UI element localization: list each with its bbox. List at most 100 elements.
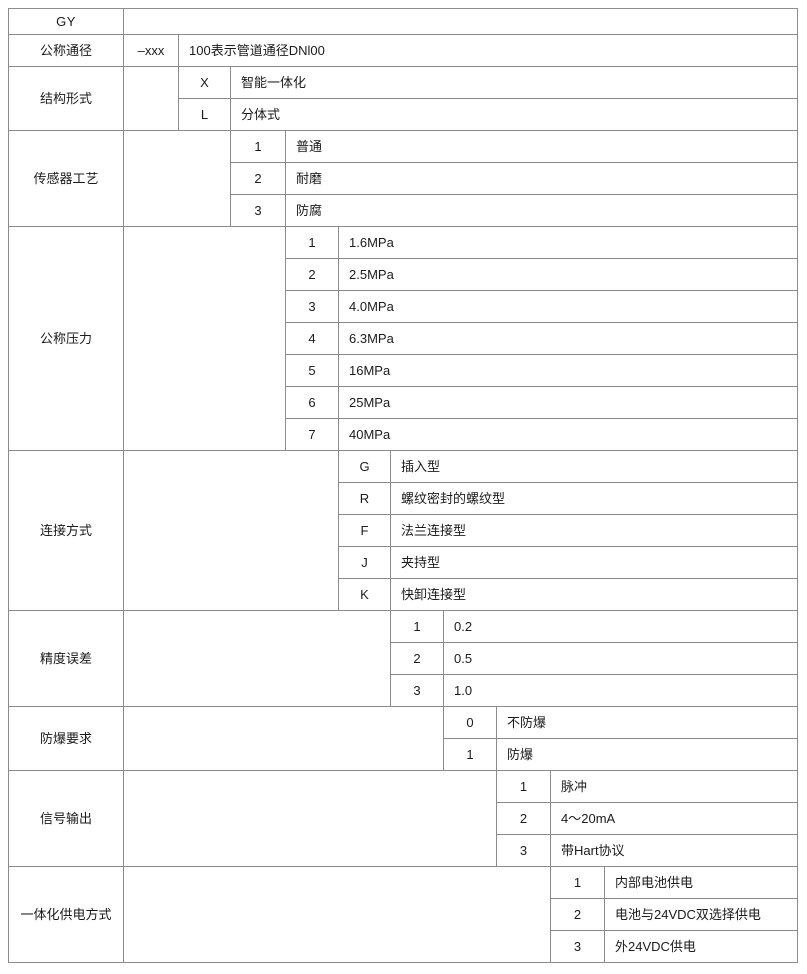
option-description: 外24VDC供电 [604, 930, 798, 963]
table-row: F 法兰连接型 [9, 514, 798, 547]
option-code: 3 [550, 930, 605, 963]
option-code: 6 [285, 386, 339, 419]
option-description: 不防爆 [496, 706, 798, 739]
option-code: 2 [285, 258, 339, 291]
option-description: 6.3MPa [338, 322, 798, 355]
option-description: 螺纹密封的螺纹型 [390, 482, 798, 515]
option-description: 16MPa [338, 354, 798, 387]
table-row: 2 2.5MPa [9, 258, 798, 291]
option-code: G [338, 450, 391, 483]
spacer-cell [123, 610, 391, 707]
option-description: 夹持型 [390, 546, 798, 579]
option-description: 智能一体化 [230, 66, 798, 99]
table-row: 3 带Hart协议 [9, 834, 798, 867]
table-row: 防爆要求 0 不防爆 [8, 706, 798, 771]
option-code: 1 [390, 610, 444, 643]
option-description: 插入型 [390, 450, 798, 483]
option-description: 防爆 [496, 738, 798, 771]
option-description: 法兰连接型 [390, 514, 798, 547]
option-code: 3 [230, 194, 286, 227]
option-code: 7 [285, 418, 339, 451]
table-row: 结构形式 X 智能一体化 [8, 66, 798, 131]
table-row: 信号输出 1 脉冲 [8, 770, 798, 867]
option-code: K [338, 578, 391, 611]
table-row: 精度误差 1 0.2 [8, 610, 798, 707]
category-label-explosion-proof: 防爆要求 [8, 706, 124, 771]
option-description: 0.2 [443, 610, 798, 643]
table-row: 传感器工艺 1 普通 [8, 130, 798, 227]
option-code: 0 [443, 706, 497, 739]
category-label-nominal-diameter: 公称通径 [8, 34, 124, 67]
option-code: 2 [390, 642, 444, 675]
option-description: 脉冲 [550, 770, 798, 803]
table-row: 6 25MPa [9, 386, 798, 419]
option-code: F [338, 514, 391, 547]
spacer-cell [123, 66, 179, 131]
option-code: 4 [285, 322, 339, 355]
spacer-cell [123, 130, 231, 227]
option-description: 分体式 [230, 98, 798, 131]
table-row: 3 1.0 [9, 674, 798, 707]
option-description: 25MPa [338, 386, 798, 419]
option-description: 1.6MPa [338, 226, 798, 259]
table-row: K 快卸连接型 [9, 578, 798, 611]
option-description: 1.0 [443, 674, 798, 707]
option-code: 1 [230, 130, 286, 163]
table-row: 3 4.0MPa [9, 290, 798, 323]
option-code: 3 [390, 674, 444, 707]
option-description: 电池与24VDC双选择供电 [604, 898, 798, 931]
option-description: 4～20mA [550, 802, 798, 835]
option-description: 2.5MPa [338, 258, 798, 291]
option-code: 2 [230, 162, 286, 195]
category-label-sensor-process: 传感器工艺 [8, 130, 124, 227]
category-label-signal-output: 信号输出 [8, 770, 124, 867]
model-code-specification-table: GY 公称通径 –xxx 100表示管道通径DNl00 结构形式 X 智能一体化 L 分体式 传感… [8, 8, 798, 963]
table-row: 连接方式 G 插入型 [8, 450, 798, 611]
option-code: 1 [285, 226, 339, 259]
spacer-cell [123, 770, 497, 867]
option-description: 防腐 [285, 194, 798, 227]
table-row: 1 防爆 [9, 738, 798, 771]
table-row: 2 4～20mA [9, 802, 798, 835]
option-description: 快卸连接型 [390, 578, 798, 611]
option-code: 1 [443, 738, 497, 771]
table-row: 7 40MPa [9, 418, 798, 451]
option-code: 1 [496, 770, 551, 803]
header-model-code: GY [8, 8, 124, 35]
option-code: 1 [550, 866, 605, 899]
category-label-structure-form: 结构形式 [8, 66, 124, 131]
table-body: GY 公称通径 –xxx 100表示管道通径DNl00 结构形式 X 智能一体化 L 分体式 传感… [8, 8, 798, 963]
category-label-nominal-pressure: 公称压力 [8, 226, 124, 451]
category-label-accuracy-error: 精度误差 [8, 610, 124, 707]
option-code: 2 [550, 898, 605, 931]
option-description: 耐磨 [285, 162, 798, 195]
option-description: 普通 [285, 130, 798, 163]
option-code: 3 [285, 290, 339, 323]
option-code: –xxx [123, 34, 179, 67]
table-row: L 分体式 [9, 98, 798, 131]
table-row: 2 耐磨 [9, 162, 798, 195]
option-description: 0.5 [443, 642, 798, 675]
spacer-cell [123, 226, 286, 451]
option-code: 2 [496, 802, 551, 835]
header-blank-cell [123, 8, 798, 35]
option-description: 40MPa [338, 418, 798, 451]
table-row: 公称压力 1 1.6MPa [8, 226, 798, 451]
option-description: 4.0MPa [338, 290, 798, 323]
spacer-cell [123, 450, 339, 611]
option-code: 3 [496, 834, 551, 867]
table-row: 5 16MPa [9, 354, 798, 387]
spacer-cell [123, 706, 444, 771]
table-row: J 夹持型 [9, 546, 798, 579]
option-code: X [178, 66, 231, 99]
spacer-cell [123, 866, 551, 963]
option-description: 100表示管道通径DNl00 [178, 34, 798, 67]
table-row: 公称通径 –xxx 100表示管道通径DNl00 [8, 34, 798, 67]
table-row: 一体化供电方式 1 内部电池供电 [8, 866, 798, 963]
option-code: J [338, 546, 391, 579]
option-code: L [178, 98, 231, 131]
table-row: 3 外24VDC供电 [9, 930, 798, 963]
category-label-integrated-power-supply: 一体化供电方式 [8, 866, 124, 963]
table-row: 2 电池与24VDC双选择供电 [9, 898, 798, 931]
option-code: 5 [285, 354, 339, 387]
